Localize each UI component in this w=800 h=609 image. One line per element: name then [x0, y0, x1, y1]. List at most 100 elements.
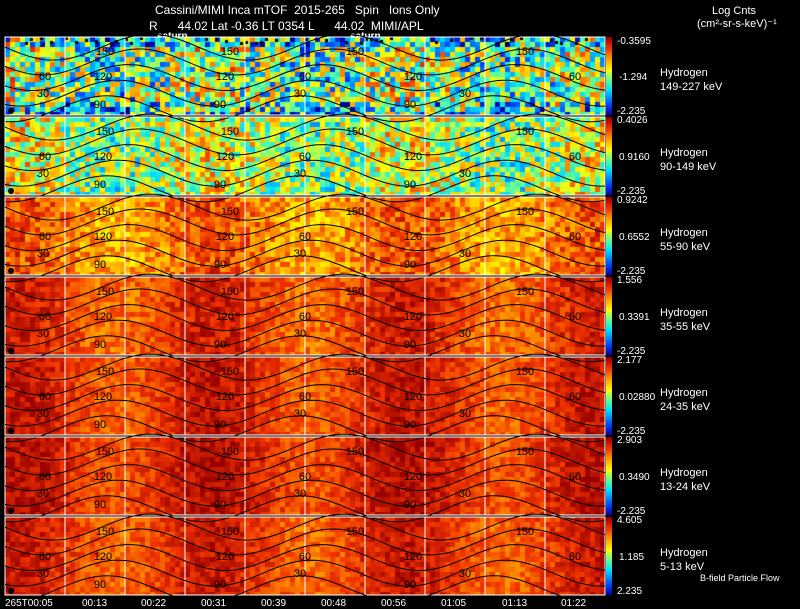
contour-level-label: 150	[516, 46, 534, 58]
x-tick-7: 00:56	[381, 598, 407, 609]
contour-level-label: 120	[404, 71, 422, 83]
contour-level-label: 30	[37, 408, 49, 420]
contour-level-label: 90	[404, 99, 416, 111]
contour-level-label: 60	[569, 151, 581, 163]
contour-level-label: 120	[94, 471, 112, 483]
contour-line	[4, 113, 606, 141]
contour-level-label: 150	[221, 286, 239, 298]
contour-level-label: 30	[459, 408, 471, 420]
bfield-note: B-field Particle Flow	[700, 573, 780, 583]
energy-label-2: 90-149 keV	[660, 161, 717, 173]
contour-level-label: 120	[94, 71, 112, 83]
contour-level-label: 150	[96, 366, 114, 378]
contour-line	[4, 384, 606, 412]
contour-level-label: 30	[294, 408, 306, 420]
contour-level-label: 150	[346, 206, 364, 218]
contour-level-label: 90	[404, 579, 416, 591]
contour-line	[4, 273, 606, 301]
contour-level-label: 150	[96, 46, 114, 58]
spacecraft-marker	[8, 188, 14, 194]
contour-level-label: 60	[39, 391, 51, 403]
contour-level-label: 120	[94, 551, 112, 563]
cbar-min-6: -2.235	[617, 506, 646, 517]
contour-line	[4, 335, 606, 363]
cbar-mid-4: 0.3391	[619, 312, 650, 323]
contour-line	[4, 353, 606, 381]
contour-line	[4, 528, 606, 556]
contour-level-label: 60	[569, 311, 581, 323]
cbar-min-4: -2.235	[617, 346, 646, 357]
contour-level-label: 120	[404, 231, 422, 243]
contour-level-label: 60	[569, 71, 581, 83]
cbar-min-1: -2.235	[617, 106, 646, 117]
colorbar-5	[606, 357, 612, 435]
cbar-min-2: -2.235	[617, 186, 646, 197]
contour-level-label: 30	[459, 488, 471, 500]
contour-line	[4, 559, 605, 587]
contour-line	[4, 144, 606, 172]
contour-line	[4, 415, 606, 443]
contour-level-label: 150	[96, 286, 114, 298]
contour-level-label: 30	[294, 328, 306, 340]
contour-level-label: 120	[404, 471, 422, 483]
contour-level-label: 120	[94, 151, 112, 163]
contour-level-label: 150	[221, 526, 239, 538]
contour-level-label: 150	[516, 126, 534, 138]
contour-level-label: 30	[294, 88, 306, 100]
contour-level-label: 90	[94, 259, 106, 271]
cbar-mid-7: 1.185	[619, 552, 645, 563]
contour-level-label: 60	[39, 311, 51, 323]
contour-line	[4, 128, 606, 156]
contour-level-label: 90	[404, 259, 416, 271]
contour-level-label: 90	[94, 419, 106, 431]
contour-line	[4, 159, 605, 187]
contour-level-label: 30	[294, 488, 306, 500]
cbar-mid-3: 0.6552	[619, 232, 650, 243]
contour-line	[4, 239, 605, 267]
species-label-6: Hydrogen	[660, 467, 708, 479]
contour-level-label: 90	[214, 499, 226, 511]
contour-level-label: 120	[216, 71, 234, 83]
contour-level-label: 30	[294, 168, 306, 180]
contour-line	[4, 448, 606, 476]
contour-line	[4, 64, 606, 92]
contour-level-label: 150	[516, 366, 534, 378]
contour-line	[4, 224, 606, 252]
contour-level-label: 60	[299, 71, 311, 83]
energy-label-6: 13-24 keV	[660, 481, 711, 493]
contour-level-label: 150	[346, 46, 364, 58]
contour-level-label: 90	[94, 499, 106, 511]
contour-line	[4, 575, 606, 603]
contour-level-label: 90	[94, 579, 106, 591]
colorbar-units: (cm²-sr-s-keV)⁻¹	[697, 18, 777, 30]
contour-level-label: 120	[216, 471, 234, 483]
colorbar-3	[606, 197, 612, 275]
contour-level-label: 90	[94, 179, 106, 191]
x-tick-10: 01:22	[561, 598, 587, 609]
orbit-info: R 44.02 Lat -0.36 LT 0354 L 44.02 MIMI/A…	[149, 19, 424, 33]
contour-level-label: 60	[39, 551, 51, 563]
contour-level-label: 150	[221, 206, 239, 218]
cbar-min-5: -2.235	[617, 426, 646, 437]
contour-level-label: 60	[39, 151, 51, 163]
colorbar-title: Log Cnts	[712, 5, 757, 17]
contour-line	[4, 513, 606, 541]
colorbar-1	[606, 37, 612, 115]
contour-level-label: 30	[459, 568, 471, 580]
contour-level-label: 120	[94, 311, 112, 323]
x-tick-2: 00:13	[82, 598, 108, 609]
contour-level-label: 150	[516, 206, 534, 218]
chart-title: Cassini/MIMI Inca mTOF 2015-265 Spin Ion…	[155, 3, 440, 17]
contour-level-label: 120	[216, 551, 234, 563]
cbar-max-1: -0.3595	[617, 36, 651, 47]
x-tick-1: 265T00:05	[5, 598, 53, 609]
cbar-mid-6: 0.3490	[619, 472, 650, 483]
contour-line	[4, 175, 606, 203]
contour-level-label: 150	[516, 446, 534, 458]
contour-level-label: 150	[96, 126, 114, 138]
x-tick-8: 01:05	[441, 598, 467, 609]
contour-level-label: 120	[94, 231, 112, 243]
contour-level-label: 90	[94, 99, 106, 111]
contour-level-label: 150	[346, 446, 364, 458]
